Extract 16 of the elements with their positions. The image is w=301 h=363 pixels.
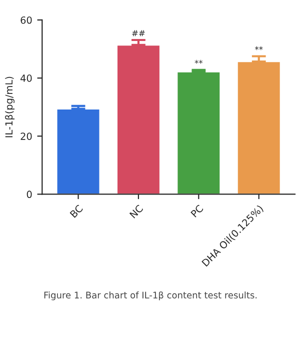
bar [116, 44, 161, 194]
bar [176, 70, 222, 194]
y-tick-label: 20 [20, 132, 32, 140]
x-tick-label: BC [70, 204, 84, 218]
caption: Figure 1. Bar chart of IL-1β content test results. [44, 291, 257, 300]
x-tick-label: NC [129, 204, 144, 219]
y-axis-title: IL-1β(pg/mL) [5, 76, 14, 138]
y-tick-label: 0 [26, 190, 32, 198]
annotation: ## [132, 30, 145, 36]
y-tick-label: 60 [20, 16, 32, 24]
x-tick-label: PC [190, 204, 204, 218]
y-tick-label: 40 [20, 74, 32, 82]
annotation: ** [194, 60, 203, 64]
annotation: ** [254, 46, 263, 50]
bar [236, 60, 282, 194]
bar [56, 108, 101, 194]
